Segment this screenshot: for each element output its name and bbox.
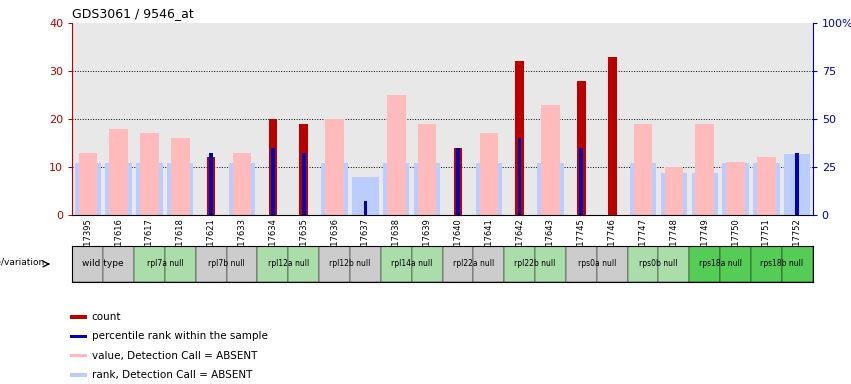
Bar — [75, 163, 101, 215]
Bar — [352, 177, 379, 215]
Text: rpl14a null: rpl14a null — [391, 260, 432, 268]
Bar — [537, 163, 563, 215]
Text: genotype/variation: genotype/variation — [0, 258, 44, 266]
Text: rpl7a null: rpl7a null — [146, 260, 183, 268]
Text: rpl12b null: rpl12b null — [329, 260, 371, 268]
Text: rps18b null: rps18b null — [760, 260, 803, 268]
Bar — [269, 119, 277, 215]
Bar — [302, 152, 306, 215]
Bar — [350, 246, 380, 282]
Bar — [454, 148, 462, 215]
Bar — [608, 56, 616, 215]
Bar — [363, 200, 368, 215]
Bar — [566, 246, 597, 282]
Bar — [541, 104, 560, 215]
Bar — [78, 152, 97, 215]
Bar — [72, 246, 103, 282]
Bar — [456, 148, 460, 215]
Bar — [796, 152, 799, 215]
Bar — [106, 163, 132, 215]
Bar — [322, 163, 348, 215]
Text: rpl22b null: rpl22b null — [514, 260, 556, 268]
Bar — [71, 334, 87, 338]
Bar — [140, 134, 158, 215]
Bar — [71, 316, 87, 319]
Bar — [516, 61, 524, 215]
Bar — [535, 246, 566, 282]
Bar — [689, 246, 720, 282]
Bar — [692, 173, 718, 215]
Bar — [209, 152, 213, 215]
Bar — [300, 124, 308, 215]
Bar — [504, 246, 535, 282]
Text: wild type: wild type — [83, 260, 124, 268]
Bar — [660, 173, 687, 215]
Bar — [257, 246, 288, 282]
Bar — [171, 138, 190, 215]
Text: value, Detection Call = ABSENT: value, Detection Call = ABSENT — [92, 351, 257, 361]
Bar — [196, 246, 226, 282]
Bar — [580, 148, 583, 215]
Bar — [414, 163, 440, 215]
Bar — [784, 154, 810, 215]
Bar — [271, 148, 275, 215]
Bar — [229, 163, 255, 215]
Text: rpl12a null: rpl12a null — [268, 260, 309, 268]
Bar — [751, 246, 782, 282]
Text: count: count — [92, 312, 121, 322]
Bar — [319, 246, 350, 282]
Bar — [134, 246, 165, 282]
Bar — [473, 246, 504, 282]
Text: rps0b null: rps0b null — [639, 260, 677, 268]
Bar — [387, 95, 405, 215]
Bar — [476, 163, 502, 215]
Bar — [665, 167, 683, 215]
Bar — [226, 246, 257, 282]
Bar — [630, 163, 656, 215]
Bar — [325, 119, 344, 215]
Bar — [383, 163, 409, 215]
Bar — [71, 373, 87, 376]
Text: rpl22a null: rpl22a null — [453, 260, 494, 268]
Bar — [71, 354, 87, 357]
Bar — [232, 152, 251, 215]
Bar — [443, 246, 473, 282]
Bar — [418, 124, 437, 215]
Bar — [726, 162, 745, 215]
Text: GDS3061 / 9546_at: GDS3061 / 9546_at — [72, 7, 194, 20]
Bar — [412, 246, 443, 282]
Bar — [380, 246, 412, 282]
Bar — [167, 163, 193, 215]
Bar — [720, 246, 751, 282]
Text: rpl7b null: rpl7b null — [208, 260, 245, 268]
Bar — [597, 246, 627, 282]
Text: rank, Detection Call = ABSENT: rank, Detection Call = ABSENT — [92, 370, 252, 380]
Bar — [165, 246, 196, 282]
Bar — [753, 163, 780, 215]
Bar — [695, 124, 714, 215]
Text: percentile rank within the sample: percentile rank within the sample — [92, 331, 267, 341]
Bar — [659, 246, 689, 282]
Bar — [103, 246, 134, 282]
Bar — [782, 246, 813, 282]
Bar — [479, 134, 498, 215]
Bar — [627, 246, 659, 282]
Bar — [207, 157, 215, 215]
Bar — [757, 157, 775, 215]
Bar — [634, 124, 652, 215]
Bar — [517, 138, 522, 215]
Bar — [136, 163, 163, 215]
Bar — [577, 81, 585, 215]
Text: rps0a null: rps0a null — [578, 260, 616, 268]
Bar — [109, 129, 128, 215]
Text: rps18a null: rps18a null — [699, 260, 742, 268]
Bar — [722, 163, 749, 215]
Bar — [288, 246, 319, 282]
